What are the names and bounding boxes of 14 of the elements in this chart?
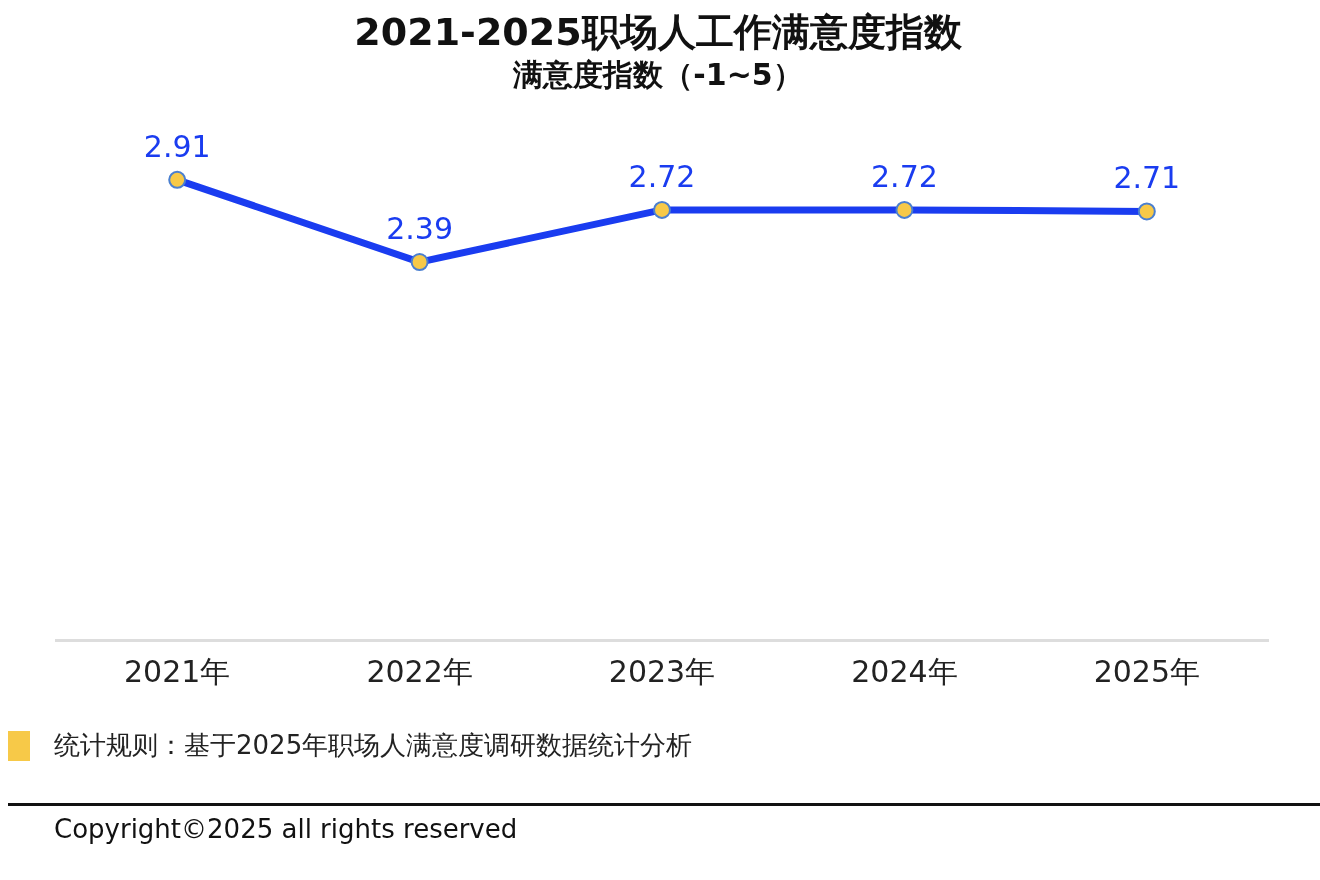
x-tick-label: 2025年	[1093, 653, 1200, 689]
data-label: 2.91	[143, 128, 211, 164]
chart-title: 2021-2025职场人工作满意度指数	[354, 9, 963, 54]
data-label: 2.72	[871, 158, 938, 194]
data-label: 2.39	[386, 210, 453, 246]
x-tick-label: 2021年	[124, 653, 231, 689]
x-tick-label: 2023年	[608, 653, 716, 689]
x-tick-label: 2024年	[851, 653, 958, 689]
data-label: 2.72	[628, 158, 696, 194]
chart-subtitle: 满意度指数（-1~5）	[512, 57, 803, 93]
text: 统计规则：基于2025年职场人满意度调研数据统计分析	[54, 729, 693, 762]
x-tick-label: 2022年	[366, 653, 473, 689]
data-label: 2.71	[1113, 160, 1181, 196]
text: Copyright©2025 all rights reserved	[54, 814, 518, 844]
